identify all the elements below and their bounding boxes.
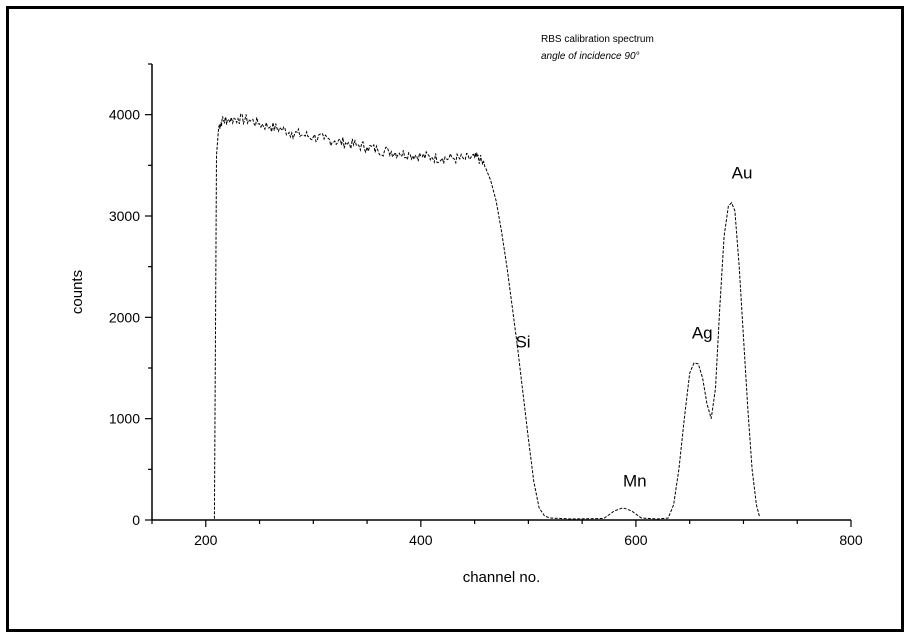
figure-frame: 200 400 600 800 0 1000 2000 3000 4000 channel no.…	[6, 6, 904, 632]
axes: 200 400 600 800 0 1000 2000 3000 4000 channel no.…	[69, 63, 863, 586]
y-axis-label: counts	[69, 270, 86, 314]
y-tick-label: 2000	[109, 309, 140, 325]
chart: 200 400 600 800 0 1000 2000 3000 4000 channel no.…	[69, 34, 863, 586]
y-tick-label: 3000	[109, 208, 140, 224]
x-tick-label: 800	[839, 532, 863, 548]
label-au: Au	[732, 164, 753, 183]
series	[211, 113, 761, 521]
note-line-1: RBS calibration spectrum	[541, 34, 654, 45]
label-ag: Ag	[692, 324, 713, 343]
note-line-2: angle of incidence 90°	[541, 51, 640, 62]
x-tick-label: 600	[624, 532, 648, 548]
x-axis-label: channel no.	[463, 569, 541, 586]
label-mn: Mn	[623, 472, 647, 491]
y-tick-label: 4000	[109, 107, 140, 123]
x-tick-label: 400	[409, 532, 433, 548]
x-tick-label: 200	[194, 532, 218, 548]
y-tick-label: 1000	[109, 411, 140, 427]
label-si: Si	[515, 333, 530, 352]
y-tick-label: 0	[132, 512, 140, 528]
labels: RBS calibration spectrum angle of inciden…	[515, 34, 752, 491]
spectrum-line	[211, 113, 761, 521]
